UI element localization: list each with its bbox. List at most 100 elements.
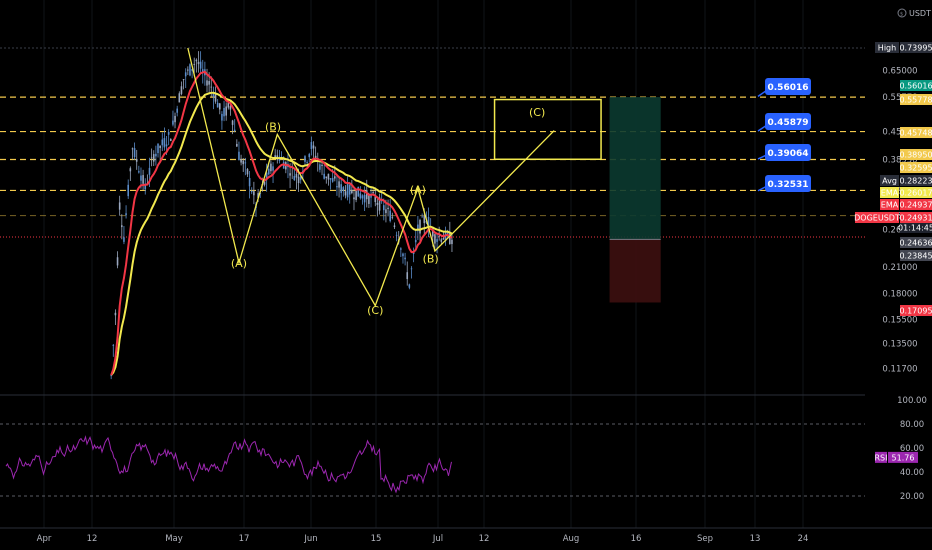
price-tag-value: 0.17095 xyxy=(899,307,932,316)
candle-body xyxy=(336,186,338,188)
countdown-bg xyxy=(900,223,932,233)
candle-body xyxy=(329,178,332,180)
candle-body xyxy=(116,257,119,266)
candle-body xyxy=(289,173,291,176)
candle-body xyxy=(436,239,438,242)
candle-body xyxy=(308,154,311,158)
candle-body xyxy=(178,93,181,103)
ema-slow-line xyxy=(110,91,453,376)
candle-body xyxy=(327,173,330,180)
time-tick-label: May xyxy=(165,534,183,544)
candle-body xyxy=(218,103,221,110)
candle-body xyxy=(148,167,151,175)
candle-body xyxy=(351,189,353,194)
coin-icon-glyph: $ xyxy=(900,12,903,18)
price-tag-bg xyxy=(900,250,932,261)
price-tag-value: 0.24636 xyxy=(899,239,932,248)
candle-body xyxy=(118,202,121,210)
time-axis-bg xyxy=(0,528,932,550)
candle-body xyxy=(201,69,204,73)
callout-label: 0.45879 xyxy=(768,118,809,128)
price-tag-label-bg xyxy=(880,199,899,210)
candle-body xyxy=(438,235,440,237)
wave-label: (A) xyxy=(231,257,247,270)
price-tag-bg xyxy=(900,42,932,53)
candle-body xyxy=(244,162,247,164)
elliott-wave-lines[interactable] xyxy=(187,47,555,308)
currency-label: USDT xyxy=(909,9,931,18)
price-tag-bg xyxy=(900,187,932,198)
price-callouts[interactable]: 0.56016 0.45879 0.39064 0.32531 xyxy=(757,78,811,192)
time-tick-label: Jul xyxy=(432,534,443,544)
candle-body xyxy=(417,224,419,232)
profit-zone xyxy=(609,97,661,240)
candle-body xyxy=(246,169,249,175)
callout-box xyxy=(765,113,811,130)
price-tag-label-bg xyxy=(880,187,899,198)
callout-label: 0.39064 xyxy=(768,149,809,159)
candle-body xyxy=(370,194,372,198)
candle-body xyxy=(374,196,377,203)
candle-body xyxy=(187,69,189,71)
horizontal-levels xyxy=(0,47,865,238)
candle-body xyxy=(355,190,357,200)
long-position-tool[interactable] xyxy=(493,97,661,303)
candle-body xyxy=(123,237,125,242)
candle-body xyxy=(231,120,234,125)
candle-body xyxy=(208,81,210,85)
candle-body xyxy=(110,375,112,377)
candle-body xyxy=(344,191,347,196)
candle-body xyxy=(174,115,176,123)
candle-body xyxy=(240,158,242,163)
candle-body xyxy=(129,168,132,172)
price-tag-bg xyxy=(900,127,932,138)
time-tick-label: Sep xyxy=(697,534,713,544)
candle-body xyxy=(325,176,328,179)
candle-body xyxy=(227,103,230,108)
candle-body xyxy=(253,191,255,196)
price-tag-bg xyxy=(900,237,932,248)
time-tick-label: 12 xyxy=(479,534,490,544)
candle-body xyxy=(197,61,200,65)
axis-header: $ USDT xyxy=(897,8,931,18)
rsi-tag-bg xyxy=(888,451,918,463)
candle-body xyxy=(159,146,161,149)
candle-body xyxy=(157,143,159,154)
candle-body xyxy=(191,69,193,71)
candle-body xyxy=(184,72,187,77)
time-axis[interactable]: Apr 12 May 17 Jun 15 Jul 12 Aug 16 Sep 13 24 xyxy=(0,527,932,550)
candle-body xyxy=(125,213,127,216)
candle-body xyxy=(214,94,217,102)
candle-body xyxy=(274,155,276,158)
candle-body xyxy=(427,217,430,228)
candle-body xyxy=(410,268,413,270)
candle-body xyxy=(112,344,115,346)
candle-body xyxy=(402,253,404,257)
callout-label: 0.32531 xyxy=(768,180,809,190)
time-tick-label: 24 xyxy=(798,534,809,544)
rsi-tick-label: 40.00 xyxy=(900,468,924,478)
rsi-tick-label: 60.00 xyxy=(900,444,924,454)
wave-label: (B) xyxy=(265,121,281,134)
candle-body xyxy=(250,191,253,193)
candle-body xyxy=(421,216,423,218)
candle-body xyxy=(304,156,306,162)
rsi-tag-label-bg xyxy=(875,451,887,463)
price-tag-label-bg xyxy=(880,175,899,186)
price-axis[interactable]: 0.650000.557780.457480.389500.325950.282… xyxy=(854,0,932,528)
rsi-tag-value: 51.76 xyxy=(892,453,915,462)
price-tag-bg xyxy=(900,94,932,105)
candle-body xyxy=(323,173,325,179)
price-tag-label: EMA xyxy=(881,189,899,198)
candle-body xyxy=(368,194,370,204)
candle-body xyxy=(331,177,334,182)
candle-body xyxy=(383,205,385,211)
candle-body xyxy=(340,184,342,193)
candle-body xyxy=(293,175,296,181)
candle-body xyxy=(406,272,409,280)
time-tick-label: 16 xyxy=(631,534,642,544)
candle-body xyxy=(334,176,336,179)
ema-lines xyxy=(110,70,453,376)
candle-body xyxy=(238,151,240,161)
